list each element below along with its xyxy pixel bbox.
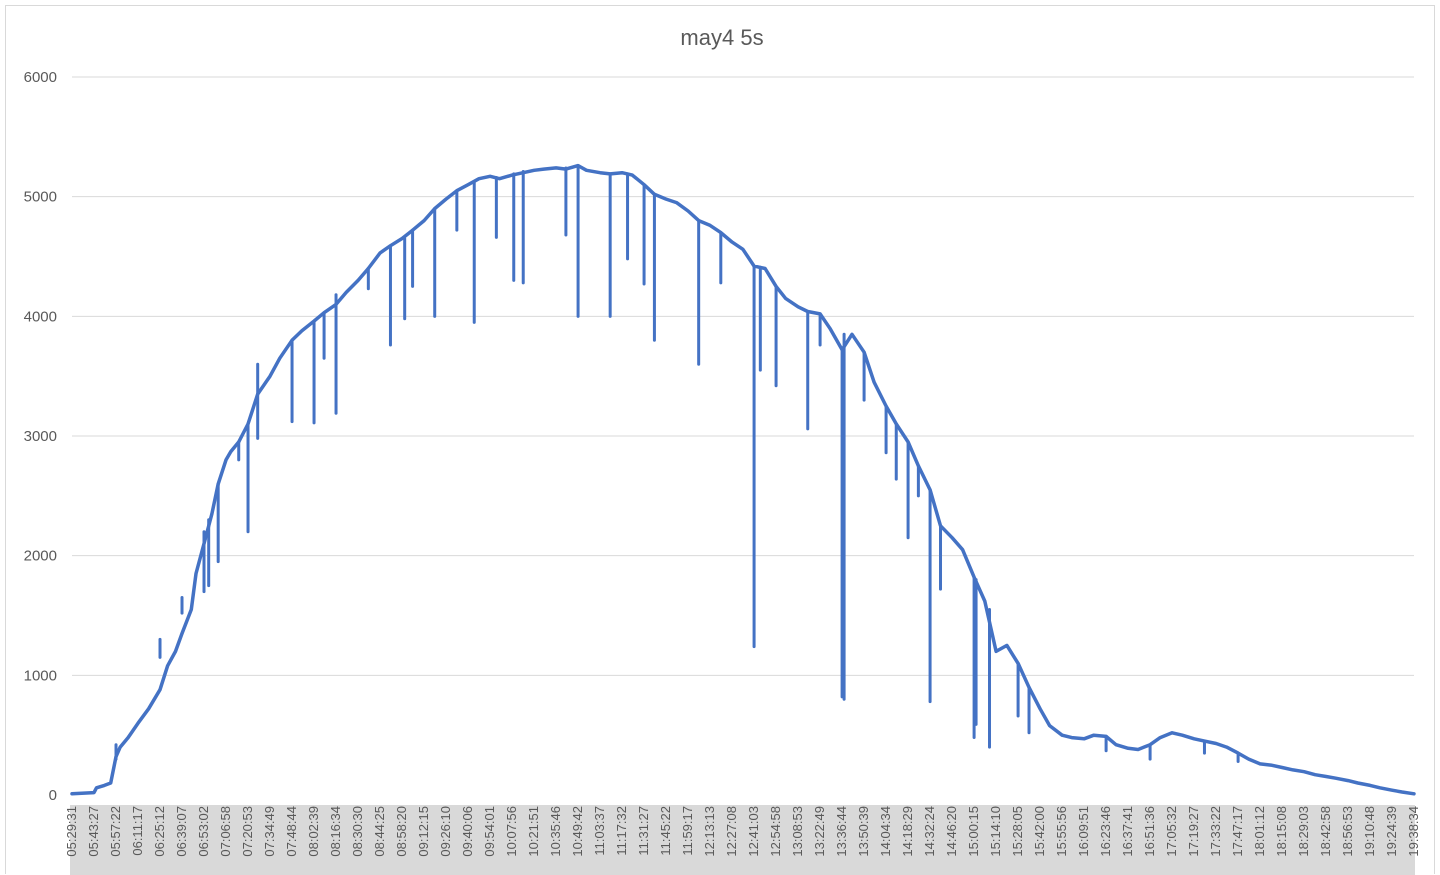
x-tick-label-45: 15:55:56 xyxy=(1054,806,1069,857)
x-tick-label-52: 17:33:22 xyxy=(1208,806,1223,857)
x-tick-label-40: 14:46:20 xyxy=(944,806,959,857)
x-tick-label-13: 08:30:30 xyxy=(350,806,365,857)
x-tick-label-14: 08:44:25 xyxy=(372,806,387,857)
y-tick-label-4000: 4000 xyxy=(24,308,57,325)
x-tick-label-4: 06:25:12 xyxy=(152,806,167,857)
x-tick-label-7: 07:06:58 xyxy=(218,806,233,857)
series-line-0 xyxy=(70,163,1416,796)
x-tick-label-56: 18:29:03 xyxy=(1296,806,1311,857)
x-tick-label-17: 09:26:10 xyxy=(438,806,453,857)
x-tick-label-26: 11:31:27 xyxy=(636,806,651,856)
x-tick-label-27: 11:45:22 xyxy=(658,806,673,856)
x-tick-label-21: 10:21:51 xyxy=(526,806,541,857)
y-tick-label-0: 0 xyxy=(49,787,57,804)
x-tick-label-50: 17:05:32 xyxy=(1164,806,1179,857)
x-tick-label-51: 17:19:27 xyxy=(1186,806,1201,857)
y-tick-label-1000: 1000 xyxy=(24,667,57,684)
y-tick-label-5000: 5000 xyxy=(24,189,57,206)
x-tick-label-18: 09:40:06 xyxy=(460,806,475,857)
x-tick-label-32: 12:54:58 xyxy=(768,806,783,857)
series-layer xyxy=(70,163,1416,796)
x-tick-label-3: 06:11:17 xyxy=(130,806,145,856)
y-tick-label-6000: 6000 xyxy=(24,69,57,86)
x-tick-label-2: 05:57:22 xyxy=(108,806,123,857)
x-tick-label-49: 16:51:36 xyxy=(1142,806,1157,857)
x-tick-label-47: 16:23:46 xyxy=(1098,806,1113,857)
x-tick-label-44: 15:42:00 xyxy=(1032,806,1047,857)
x-tick-label-39: 14:32:24 xyxy=(922,806,937,857)
x-tick-label-41: 15:00:15 xyxy=(966,806,981,857)
x-tick-label-61: 19:38:34 xyxy=(1406,806,1421,857)
x-tick-labels: 05:29:31 05:43:27 05:57:22 06:11:17 06:25:12… xyxy=(64,806,1421,857)
x-tick-label-1: 05:43:27 xyxy=(86,806,101,857)
x-tick-label-59: 19:10:48 xyxy=(1362,806,1377,857)
x-tick-label-8: 07:20:53 xyxy=(240,806,255,857)
x-tick-label-5: 06:39:07 xyxy=(174,806,189,857)
x-tick-label-48: 16:37:41 xyxy=(1120,806,1135,857)
x-tick-label-0: 05:29:31 xyxy=(64,806,79,857)
x-axis-band xyxy=(70,805,1415,875)
x-tick-label-35: 13:36:44 xyxy=(834,806,849,857)
y-tick-label-2000: 2000 xyxy=(24,548,57,565)
x-tick-label-53: 17:47:17 xyxy=(1230,806,1245,857)
x-tick-label-34: 13:22:49 xyxy=(812,806,827,857)
x-tick-label-28: 11:59:17 xyxy=(680,806,695,856)
x-tick-label-60: 19:24:39 xyxy=(1384,806,1399,857)
x-tick-label-58: 18:56:53 xyxy=(1340,806,1355,857)
x-tick-label-6: 06:53:02 xyxy=(196,806,211,857)
chart-title: may4 5s xyxy=(680,25,763,50)
x-tick-label-12: 08:16:34 xyxy=(328,806,343,857)
x-tick-label-19: 09:54:01 xyxy=(482,806,497,857)
chart-svg: 0 1000 2000 3000 4000 5000 6000 05:29:31 05:43:… xyxy=(24,25,1421,875)
x-tick-label-16: 09:12:15 xyxy=(416,806,431,857)
y-tick-label-3000: 3000 xyxy=(24,428,57,445)
x-tick-label-30: 12:27:08 xyxy=(724,806,739,857)
x-tick-label-36: 13:50:39 xyxy=(856,806,871,857)
x-tick-label-43: 15:28:05 xyxy=(1010,806,1025,857)
x-tick-label-24: 11:03:37 xyxy=(592,806,607,856)
y-tick-labels: 0 1000 2000 3000 4000 5000 6000 xyxy=(24,69,57,804)
x-tick-label-38: 14:18:29 xyxy=(900,806,915,857)
x-tick-label-46: 16:09:51 xyxy=(1076,806,1091,857)
x-tick-label-37: 14:04:34 xyxy=(878,806,893,857)
x-tick-label-9: 07:34:49 xyxy=(262,806,277,857)
x-tick-label-42: 15:14:10 xyxy=(988,806,1003,857)
x-tick-label-29: 12:13:13 xyxy=(702,806,717,857)
x-tick-label-15: 08:58:20 xyxy=(394,806,409,857)
x-tick-label-22: 10:35:46 xyxy=(548,806,563,857)
x-tick-label-23: 10:49:42 xyxy=(570,806,585,857)
x-tick-label-57: 18:42:58 xyxy=(1318,806,1333,857)
chart-frame: 0 1000 2000 3000 4000 5000 6000 05:29:31 05:43:… xyxy=(5,5,1435,875)
x-tick-label-31: 12:41:03 xyxy=(746,806,761,857)
x-tick-label-10: 07:48:44 xyxy=(284,806,299,857)
x-tick-label-33: 13:08:53 xyxy=(790,806,805,857)
x-tick-label-54: 18:01:12 xyxy=(1252,806,1267,857)
x-tick-label-55: 18:15:08 xyxy=(1274,806,1289,857)
x-tick-label-20: 10:07:56 xyxy=(504,806,519,857)
grid-layer xyxy=(72,76,1414,676)
x-tick-label-11: 08:02:39 xyxy=(306,806,321,857)
x-tick-label-25: 11:17:32 xyxy=(614,806,629,856)
